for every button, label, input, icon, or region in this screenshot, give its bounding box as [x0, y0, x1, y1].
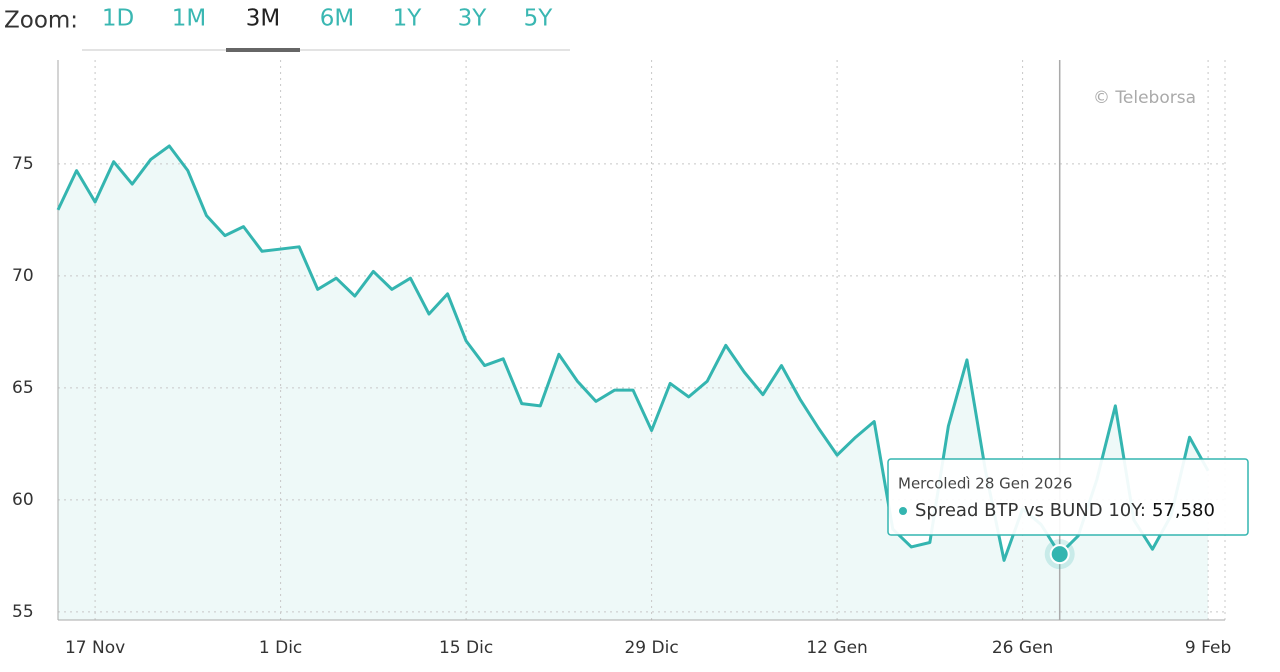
zoom-button[interactable]: 6M [320, 6, 354, 32]
zoom-button[interactable]: 5Y [524, 6, 554, 32]
y-tick-label: 70 [12, 266, 34, 286]
zoom-button[interactable]: 1M [172, 6, 206, 32]
tooltip-series: Spread BTP vs BUND 10Y: [915, 500, 1146, 521]
hover-point [1049, 544, 1070, 565]
tooltip-title: Mercoledì 28 Gen 2026 [898, 475, 1072, 493]
zoom-button[interactable]: 3M [246, 6, 280, 32]
x-tick-label: 9 Feb [1185, 638, 1231, 658]
zoom-selected-bar [226, 48, 300, 52]
zoom-button[interactable]: 3Y [458, 6, 488, 32]
tooltip-dot [899, 507, 907, 515]
tooltip-box [887, 458, 1249, 536]
zoom-button[interactable]: 1Y [393, 6, 423, 32]
x-tick-label: 17 Nov [65, 638, 125, 658]
x-tick-label: 29 Dic [624, 638, 678, 658]
x-tick-label: 12 Gen [806, 638, 867, 658]
tooltip-value: 57,580 [1152, 500, 1215, 521]
y-tick-label: 55 [12, 602, 34, 622]
watermark: © Teleborsa [1093, 88, 1196, 108]
tooltip-label: Spread BTP vs BUND 10Y: 57,580 [915, 500, 1215, 521]
y-tick-label: 60 [12, 490, 34, 510]
y-tick-label: 75 [12, 154, 34, 174]
x-tick-label: 15 Dic [439, 638, 493, 658]
zoom-group: 1D 1M 3M 6M 1Y 3Y 5Y [102, 6, 554, 52]
x-tick-label: 26 Gen [992, 638, 1053, 658]
zoom-label: Zoom: [4, 8, 78, 34]
plot: 55 60 65 70 75 17 Nov 1 Dic 15 Dic 29 Dic 12 Gen 2… [12, 60, 1249, 658]
area [58, 146, 1209, 621]
x-tick-label: 1 Dic [259, 638, 302, 658]
y-tick-label: 65 [12, 378, 34, 398]
zoom-button[interactable]: 1D [102, 6, 134, 32]
